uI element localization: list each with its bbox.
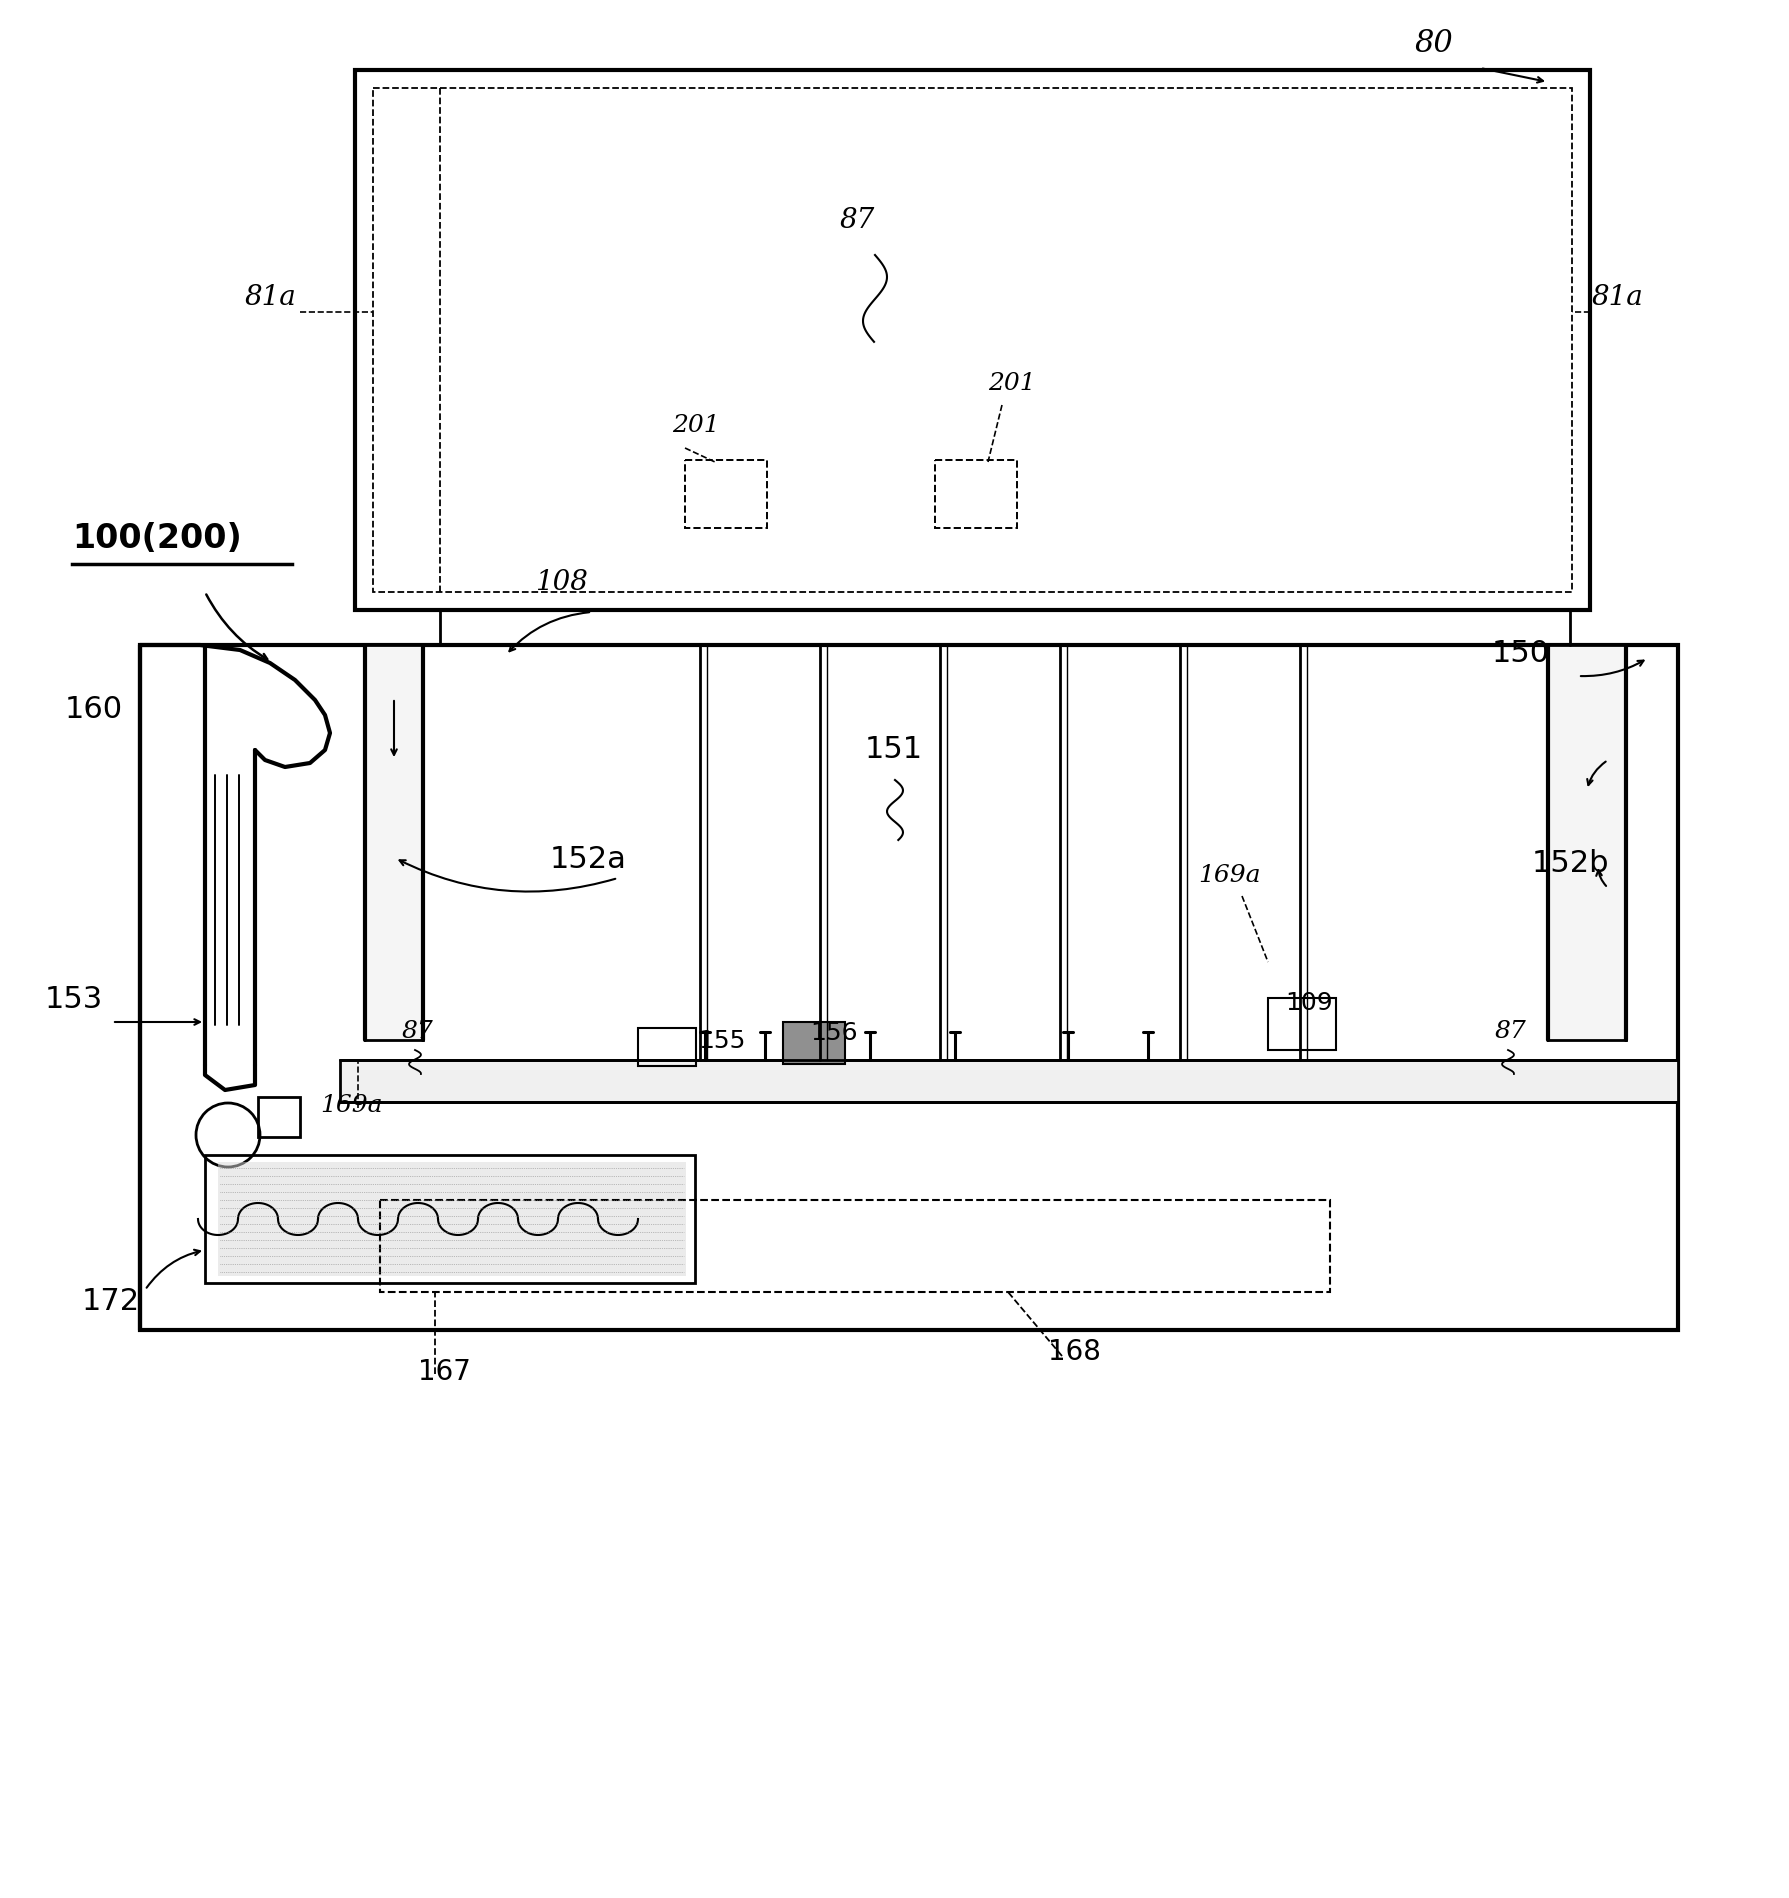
Text: 87: 87 — [1496, 1019, 1526, 1044]
Text: 167: 167 — [419, 1357, 471, 1386]
Text: 151: 151 — [866, 735, 923, 765]
Text: 150: 150 — [1492, 640, 1549, 668]
Text: 108: 108 — [535, 569, 589, 596]
Text: 152a: 152a — [549, 845, 626, 873]
Text: 169a: 169a — [1199, 864, 1261, 886]
Text: 201: 201 — [988, 372, 1036, 395]
Text: 109: 109 — [1285, 991, 1333, 1015]
Text: 201: 201 — [673, 414, 719, 437]
Text: 100(200): 100(200) — [72, 522, 242, 554]
Bar — [354, 70, 1590, 609]
Text: 81a: 81a — [245, 285, 297, 311]
Text: 169a: 169a — [320, 1093, 383, 1118]
Bar — [936, 459, 1016, 528]
Bar — [639, 1029, 696, 1067]
Bar — [365, 645, 422, 1040]
Text: 156: 156 — [810, 1021, 857, 1046]
Bar — [379, 1200, 1329, 1293]
Text: 155: 155 — [698, 1029, 746, 1053]
Bar — [340, 1059, 1678, 1103]
Text: 153: 153 — [45, 985, 104, 1014]
Bar — [206, 1156, 694, 1283]
Text: 81a: 81a — [1592, 285, 1644, 311]
Bar — [1547, 645, 1626, 1040]
Bar — [218, 1162, 685, 1275]
Bar — [258, 1097, 301, 1137]
Text: 152b: 152b — [1531, 848, 1610, 879]
Bar — [784, 1021, 844, 1065]
Bar — [140, 645, 1678, 1330]
Text: 87: 87 — [403, 1019, 433, 1044]
Bar — [372, 87, 1573, 592]
Bar — [1268, 998, 1336, 1050]
Text: 80: 80 — [1415, 28, 1454, 59]
Text: 160: 160 — [64, 695, 123, 723]
Text: 87: 87 — [841, 207, 875, 233]
Bar — [685, 459, 767, 528]
Text: 172: 172 — [82, 1287, 140, 1315]
Text: 168: 168 — [1048, 1338, 1100, 1367]
